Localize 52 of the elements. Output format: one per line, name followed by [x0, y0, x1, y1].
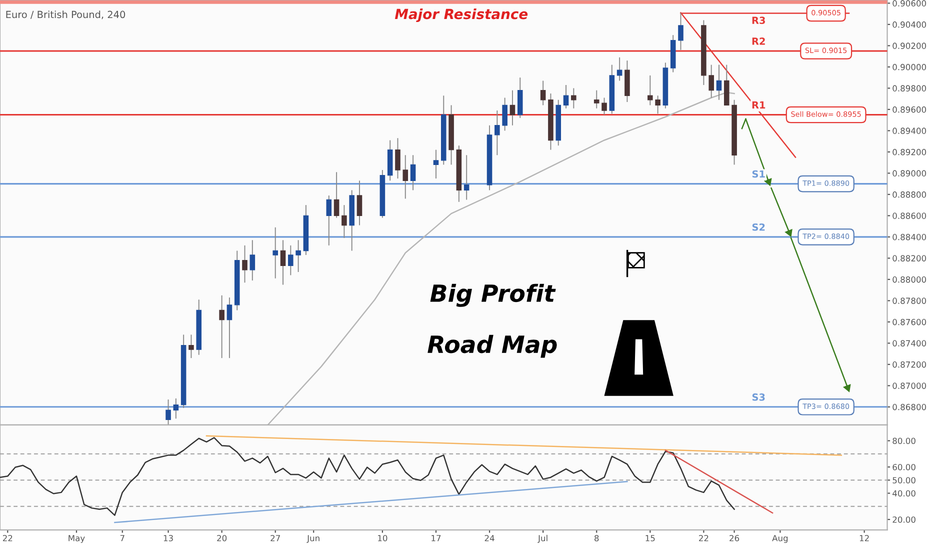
y-tick-label: 0.90400	[892, 21, 926, 28]
annotation: Big Profit	[430, 284, 556, 307]
ref-line-label: S1	[752, 170, 765, 178]
text: Euro / British Pound, 240	[6, 10, 126, 20]
x-tick-label: Jul	[538, 534, 548, 543]
x-tick-label: 20	[217, 534, 227, 542]
y-tick-label: 0.88600	[892, 212, 926, 219]
x-tick-label: 12	[860, 534, 869, 542]
ref-line-label: S3	[752, 393, 765, 401]
y-tick-label: 50.00	[892, 477, 916, 484]
y-tick-label: 0.87200	[892, 361, 926, 368]
x-tick-label: May	[68, 535, 85, 543]
x-tick-label: 27	[270, 534, 280, 542]
x-tick-label: 17	[432, 535, 441, 542]
x-tick-label: 15	[646, 535, 655, 542]
y-tick-label: 80.00	[892, 438, 916, 444]
y-tick-label: 0.90600	[892, 0, 926, 6]
y-tick-label: 0.87800	[892, 298, 926, 304]
ref-line-label: Major Resistance	[394, 8, 528, 22]
y-tick-label: 60.00	[892, 464, 916, 470]
series-label: R3	[752, 16, 765, 24]
y-tick-label: 0.87000	[892, 382, 926, 389]
x-tick-label: 24	[484, 534, 494, 542]
y-tick-label: 0.90000	[892, 64, 926, 70]
x-tick-label: Jun	[306, 535, 320, 543]
ref-line-label: R2	[752, 38, 765, 45]
x-tick-label: 22	[2, 534, 12, 542]
annotation: Road Map	[428, 334, 557, 358]
x-tick-label: 26	[730, 534, 740, 542]
y-tick-label: 0.86800	[892, 404, 926, 410]
y-tick-label: 20.00	[892, 516, 916, 523]
y-tick-label: 0.90200	[892, 42, 926, 49]
x-tick-label: 10	[378, 534, 388, 542]
y-tick-label: 0.89200	[892, 148, 926, 156]
x-tick-label: 8	[594, 534, 599, 542]
x-tick-label: 22	[699, 534, 708, 542]
y-tick-label: 0.89600	[892, 106, 926, 113]
y-tick-label: 0.89800	[892, 85, 926, 92]
y-tick-label: 0.88800	[892, 191, 926, 198]
y-tick-label: 0.88200	[892, 255, 926, 262]
ref-line-label: S2	[752, 223, 765, 231]
y-tick-label: 0.88000	[892, 276, 926, 283]
y-tick-label: 0.87600	[892, 318, 926, 326]
ref-line-label: R1	[752, 101, 766, 108]
y-tick-label: 0.88400	[892, 234, 926, 240]
x-tick-label: 13	[164, 534, 173, 542]
y-tick-label: 0.89000	[892, 170, 926, 176]
y-tick-label: 40.00	[892, 490, 916, 497]
y-tick-label: 0.89400	[892, 128, 926, 134]
x-tick-label: Aug	[772, 535, 788, 543]
x-tick-label: 7	[120, 535, 124, 542]
y-tick-label: 0.87400	[892, 340, 926, 346]
